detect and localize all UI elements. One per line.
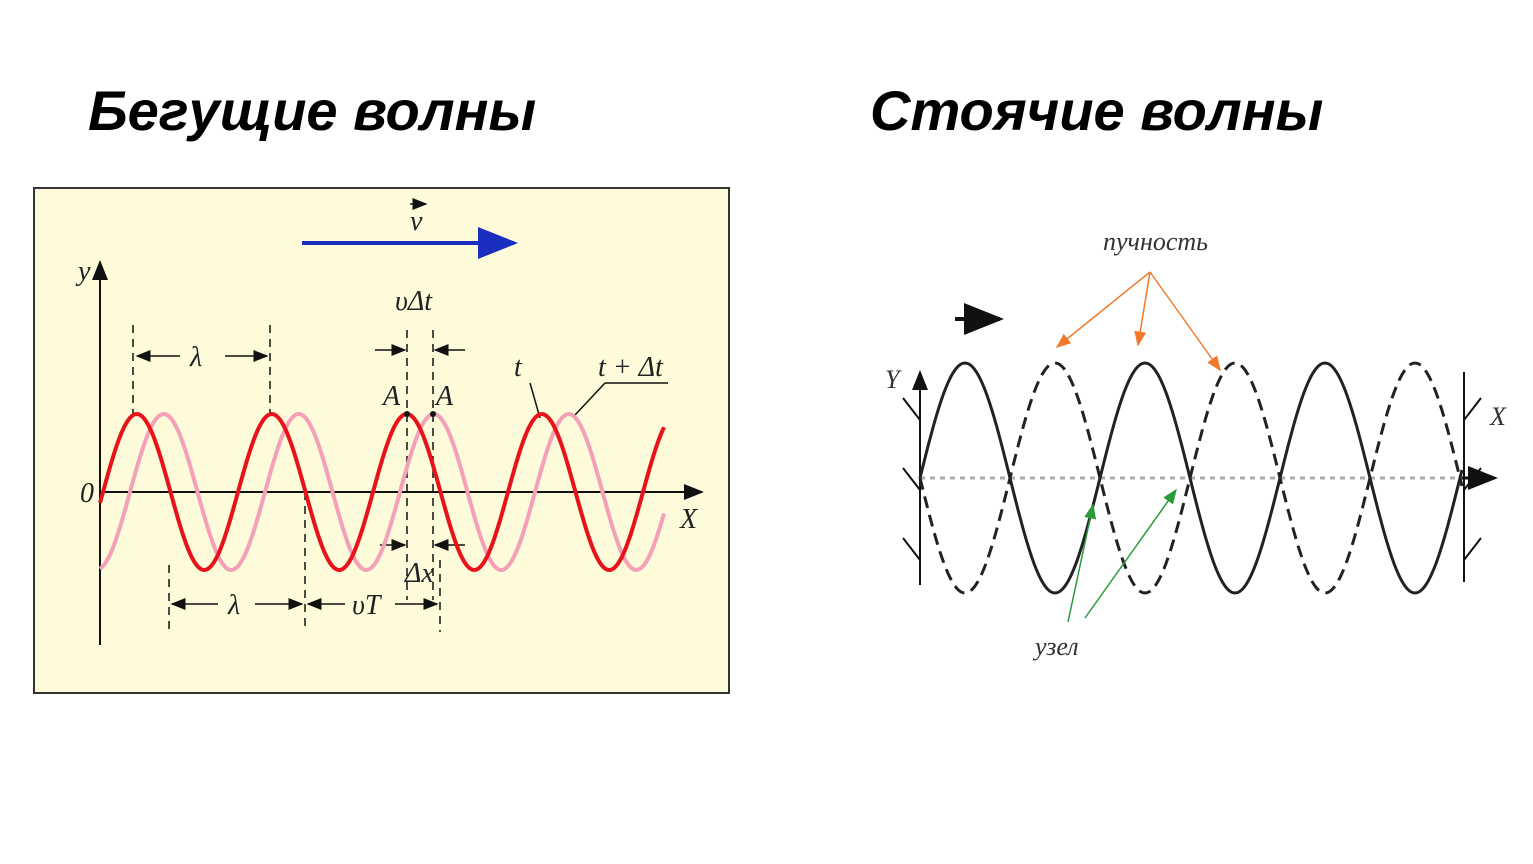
delta-x-label: Δx [404,558,434,589]
time-t-dt-label: t + Δt [598,352,664,383]
point-a1-label: A [381,381,401,412]
panel [33,187,730,694]
antinode-arrows [1055,271,1221,372]
distance-label: υT [352,590,383,621]
y-axis-label: y [75,256,91,287]
point-a2 [430,411,436,417]
y-axis-label: Y [885,365,902,394]
point-a1 [404,411,410,417]
wave-later [98,411,666,573]
node-label: узел [1032,632,1079,661]
wavelength-bottom-label: λ [227,590,240,621]
guide-lines [132,325,441,632]
traveling-wave-diagram: v y X 0 λ υΔt t t + Δt A A Δx λ υT [33,187,730,694]
wavelength-top-label: λ [189,342,202,373]
title-traveling: Бегущие волны [88,79,536,142]
wave-now [98,411,666,573]
standing-wave-diagram: пучность Y X узел [885,227,1507,661]
x-axis-label: X [679,504,698,535]
standing-wave-solid [918,361,1464,595]
title-standing: Стоячие волны [870,79,1323,142]
shift-label: υΔt [395,286,433,317]
velocity-label: v [410,206,423,237]
point-a2-label: A [434,381,454,412]
node-arrows [1067,488,1177,623]
wall-hatches [902,397,1482,561]
antinode-label: пучность [1103,227,1208,256]
x-axis-label: X [1489,402,1507,431]
dimension-arrows [135,344,668,610]
time-t-label: t [514,352,523,383]
origin-label: 0 [80,478,94,509]
